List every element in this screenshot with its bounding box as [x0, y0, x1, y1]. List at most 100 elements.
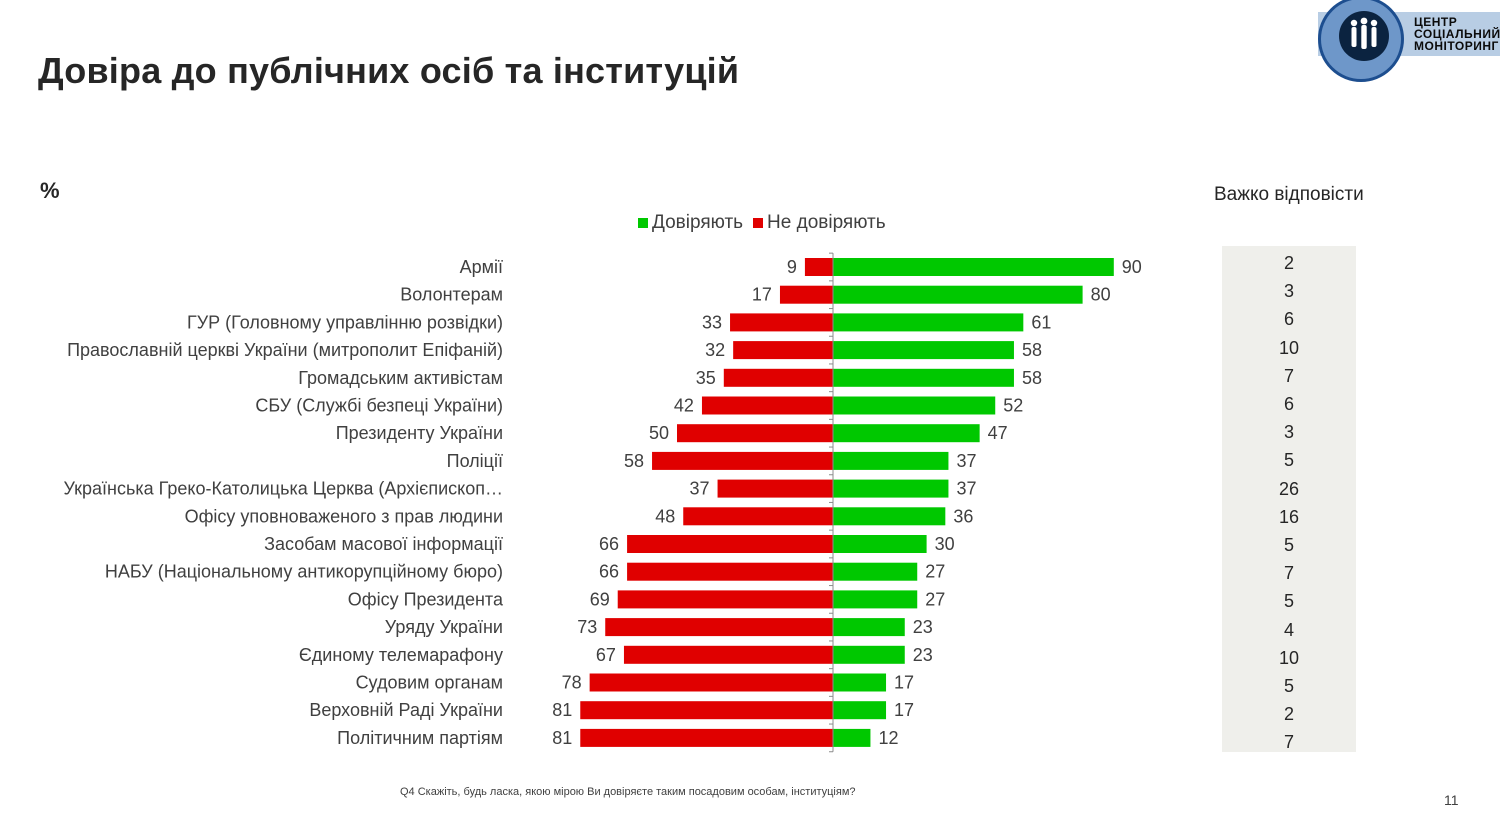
value-label-distrust: 33: [702, 312, 722, 332]
legend-item-trust: Довіряють: [638, 212, 743, 234]
logo-people-icon: [1339, 11, 1389, 61]
value-label-distrust: 69: [590, 589, 610, 609]
category-label: Громадським активістам: [298, 368, 503, 388]
hard-to-say-value: 6: [1283, 309, 1294, 330]
category-label: Поліції: [447, 451, 503, 471]
value-label-trust: 80: [1091, 285, 1111, 305]
hard-to-say-value: 7: [1283, 732, 1294, 753]
legend-item-distrust: Не довіряють: [753, 212, 886, 234]
value-label-trust: 58: [1022, 368, 1042, 388]
bar-trust: [833, 479, 949, 498]
hard-to-say-value: 10: [1278, 337, 1300, 358]
category-label: ГУР (Головному управлінню розвідки): [187, 312, 503, 332]
logo-emblem: [1318, 0, 1404, 82]
bar-trust: [833, 313, 1024, 332]
hard-to-say-value: 5: [1283, 450, 1294, 471]
legend-swatch-distrust: [753, 218, 764, 228]
value-label-distrust: 37: [690, 479, 710, 499]
bar-trust: [833, 535, 927, 553]
bar-distrust: [683, 507, 833, 526]
category-label: Православній церкві України (митрополит …: [67, 340, 503, 360]
hard-to-say-value: 3: [1283, 281, 1294, 302]
category-label: Верховній Раді України: [309, 700, 503, 720]
bar-distrust: [677, 424, 833, 443]
value-label-distrust: 58: [624, 451, 644, 471]
category-label: Уряду України: [385, 617, 503, 637]
hard-to-say-value: 2: [1283, 253, 1294, 273]
hard-to-say-value: 5: [1283, 591, 1294, 612]
value-label-trust: 12: [878, 728, 898, 748]
value-label-distrust: 66: [599, 562, 619, 582]
value-label-trust: 37: [956, 451, 976, 471]
value-label-distrust: 66: [599, 534, 619, 554]
value-label-trust: 52: [1003, 396, 1023, 416]
bar-trust: [833, 645, 905, 664]
value-label-distrust: 50: [649, 423, 669, 443]
hard-to-say-value: 26: [1278, 478, 1300, 499]
logo: ЦЕНТР СОЦІАЛЬНИЙ МОНІТОРИНГ: [1318, 0, 1500, 84]
hard-to-say-value: 7: [1283, 563, 1294, 584]
bar-trust: [833, 285, 1083, 304]
bar-distrust: [627, 562, 833, 581]
category-label: Офісу уповноваженого з прав людини: [185, 506, 503, 526]
value-label-trust: 17: [894, 673, 914, 693]
bar-distrust: [730, 313, 833, 332]
category-label: Офісу Президента: [348, 589, 504, 609]
trust-chart: Армії 9 90 Волонтерам 17 80 ГУР (Головному упр…: [64, 252, 1142, 753]
bar-trust: [833, 341, 1014, 360]
value-label-trust: 37: [956, 479, 976, 499]
bar-distrust: [652, 451, 833, 470]
page-title: Довіра до публічних осіб та інституцій: [38, 50, 740, 91]
value-label-trust: 30: [935, 534, 955, 554]
value-label-distrust: 32: [705, 340, 725, 360]
bar-trust: [833, 590, 918, 609]
bar-distrust: [733, 341, 833, 360]
legend-label-distrust: Не довіряють: [767, 212, 886, 233]
bar-trust: [833, 451, 949, 470]
footnote: Q4 Скажіть, будь ласка, якою мірою Ви до…: [400, 786, 856, 798]
logo-line-2: СОЦІАЛЬНИЙ: [1414, 27, 1500, 41]
value-label-distrust: 73: [577, 617, 597, 637]
value-label-trust: 23: [913, 617, 933, 637]
category-label: Армії: [460, 257, 503, 277]
bar-distrust: [779, 285, 833, 304]
value-label-distrust: 9: [787, 257, 797, 277]
category-label: НАБУ (Національному антикорупційному бюр…: [105, 562, 503, 582]
bar-distrust: [580, 728, 833, 747]
bar-distrust: [717, 479, 833, 498]
hard-to-say-panel: 2 3 6 10 7 6 3 5 26 16 5 7 5 4 10 5 2 7: [1222, 246, 1356, 752]
unit-label: %: [40, 178, 60, 203]
logo-text: ЦЕНТР СОЦІАЛЬНИЙ МОНІТОРИНГ: [1414, 16, 1500, 52]
bar-trust: [833, 701, 887, 720]
legend-label-trust: Довіряють: [652, 212, 744, 233]
bar-distrust: [617, 590, 833, 609]
bar-trust: [833, 562, 918, 581]
hard-to-say-value: 4: [1283, 619, 1294, 640]
hard-to-say-value: 3: [1283, 422, 1294, 443]
category-label: Президенту України: [336, 423, 503, 443]
hard-to-say-value: 16: [1278, 506, 1300, 527]
hard-to-say-value: 10: [1278, 647, 1300, 668]
value-label-distrust: 67: [596, 645, 616, 665]
bar-trust: [833, 368, 1014, 387]
value-label-trust: 90: [1122, 257, 1142, 277]
logo-line-1: ЦЕНТР: [1414, 15, 1458, 29]
bar-trust: [833, 396, 996, 415]
legend-swatch-trust: [638, 218, 648, 228]
bar-distrust: [580, 701, 833, 720]
category-label: Судовим органам: [356, 673, 503, 693]
category-label: Волонтерам: [400, 285, 503, 305]
logo-line-3: МОНІТОРИНГ: [1414, 39, 1499, 53]
value-label-trust: 36: [953, 506, 973, 526]
value-label-distrust: 42: [674, 396, 694, 416]
value-label-distrust: 81: [552, 728, 572, 748]
value-label-trust: 23: [913, 645, 933, 665]
bar-trust: [833, 507, 946, 526]
hard-to-say-header: Важко відповісти: [1214, 184, 1364, 205]
bar-trust: [833, 258, 1114, 276]
value-label-distrust: 81: [552, 700, 572, 720]
hard-to-say-value: 2: [1283, 704, 1294, 725]
bar-distrust: [723, 368, 833, 387]
value-label-distrust: 48: [655, 506, 675, 526]
value-label-distrust: 17: [752, 285, 772, 305]
